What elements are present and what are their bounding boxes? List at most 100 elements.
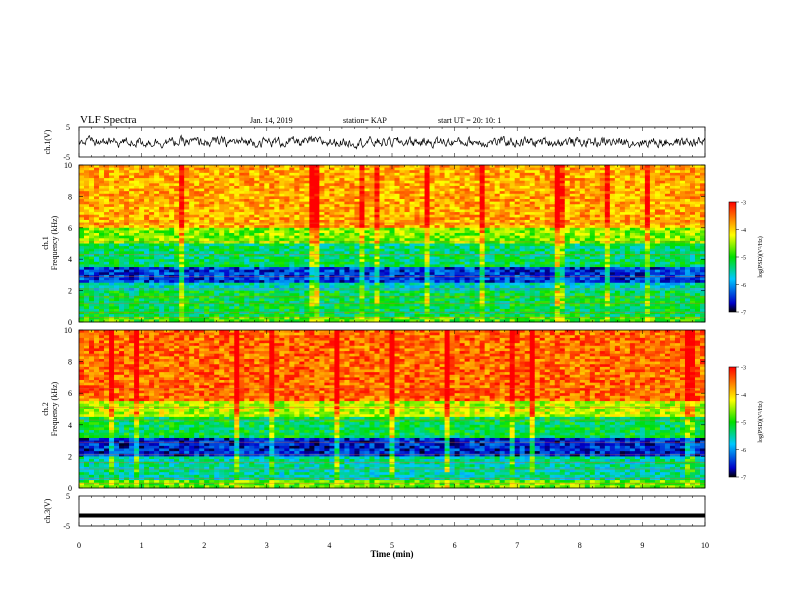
spectrogram-cell: [344, 196, 350, 200]
spectrogram-cell: [224, 303, 230, 307]
spectrogram-cell: [294, 319, 300, 323]
spectrogram-cell: [379, 290, 385, 294]
spectrogram-cell: [329, 259, 335, 263]
spectrogram-cell: [94, 238, 100, 242]
spectrogram-cell: [114, 235, 120, 239]
spectrogram-cell: [424, 256, 430, 260]
spectrogram-cell: [204, 225, 210, 229]
spectrogram-cell: [449, 193, 455, 197]
spectrogram-cell: [234, 230, 240, 234]
spectrogram-cell: [414, 212, 420, 216]
spectrogram-cell: [184, 287, 190, 291]
spectrogram-cell: [174, 267, 180, 271]
spectrogram-cell: [474, 251, 481, 255]
spectrogram-cell: [104, 277, 110, 281]
spectrogram-cell: [304, 251, 310, 255]
spectrogram-cell: [429, 248, 435, 252]
spectrogram-cell: [204, 209, 210, 213]
spectrogram-cell: [149, 248, 155, 252]
spectrogram-cell: [259, 185, 265, 189]
spectrogram-cell: [479, 259, 486, 263]
spectrogram-cell: [464, 222, 471, 226]
spectrogram-cell: [439, 217, 445, 221]
spectrogram-cell: [434, 217, 440, 221]
spectrogram-cell: [254, 188, 260, 192]
spectrogram-cell: [274, 277, 280, 281]
spectrogram-cell: [299, 196, 305, 200]
spectrogram-cell: [94, 306, 100, 310]
spectrogram-cell: [479, 293, 486, 297]
spectrogram-cell: [284, 196, 290, 200]
spectrogram-cell: [424, 264, 430, 268]
spectrogram-cell: [224, 253, 230, 257]
spectrogram-cell: [169, 238, 175, 242]
spectrogram-cell: [94, 170, 100, 174]
spectrogram-cell: [334, 280, 340, 284]
spectrogram-cell: [99, 196, 105, 200]
spectrogram-cell: [349, 227, 355, 231]
spectrogram-cell: [359, 214, 365, 218]
spectrogram-cell: [204, 243, 210, 247]
spectrogram-cell: [384, 191, 390, 195]
spectrogram-cell: [329, 301, 335, 305]
spectrogram-cell: [449, 196, 455, 200]
spectrogram-cell: [474, 191, 481, 195]
spectrogram-cell: [474, 193, 481, 197]
spectrogram-cell: [414, 188, 420, 192]
spectrogram-cell: [299, 316, 305, 320]
spectrogram-cell: [484, 165, 491, 169]
spectrogram-cell: [234, 209, 240, 213]
spectrogram-cell: [124, 259, 130, 263]
spectrogram-cell: [234, 316, 240, 320]
spectrogram-cell: [134, 282, 140, 286]
spectrogram-cell: [189, 253, 195, 257]
spectrogram-cell: [329, 199, 335, 203]
spectrogram-cell: [369, 175, 375, 179]
spectrogram-cell: [234, 201, 240, 205]
spectrogram-cell: [269, 295, 275, 299]
spectrogram-cell: [279, 311, 285, 315]
spectrogram-cell: [134, 295, 140, 299]
spectrogram-cell: [224, 172, 230, 176]
spectrogram-cell: [199, 178, 205, 182]
spectrogram-cell: [199, 212, 205, 216]
spectrogram-cell: [119, 256, 125, 260]
spectrogram-cell: [309, 316, 315, 320]
spectrogram-cell: [369, 235, 375, 239]
spectrogram-cell: [94, 165, 100, 169]
spectrogram-cell: [469, 227, 476, 231]
spectrogram-cell: [119, 201, 125, 205]
spectrogram-cell: [359, 261, 365, 265]
spectrogram-cell: [484, 201, 491, 205]
spectrogram-cell: [189, 282, 195, 286]
spectrogram-cell: [414, 225, 420, 229]
spectrogram-cell: [154, 280, 160, 284]
spectrogram-cell: [334, 204, 340, 208]
spectrogram-cell: [259, 235, 265, 239]
spectrogram-cell: [419, 293, 425, 297]
spectrogram-cell: [404, 280, 410, 284]
spectrogram-cell: [109, 295, 115, 299]
spectrogram-cell: [209, 212, 215, 216]
spectrogram-cell: [99, 311, 105, 315]
spectrogram-cell: [344, 280, 350, 284]
spectrogram-cell: [89, 267, 95, 271]
spectrogram-cell: [434, 238, 440, 242]
spectrogram-cell: [314, 316, 320, 320]
spectrogram-cell: [119, 225, 125, 229]
spectrogram-cell: [229, 199, 235, 203]
spectrogram-cell: [274, 261, 280, 265]
spectrogram-cell: [299, 240, 305, 244]
spectrogram-cell: [144, 272, 150, 276]
spectrogram-cell: [414, 180, 420, 184]
spectrogram-cell: [274, 219, 280, 223]
spectrogram-cell: [184, 303, 190, 307]
spectrogram-cell: [244, 290, 250, 294]
spectrogram-cell: [254, 285, 260, 289]
spectrogram-cell: [324, 225, 330, 229]
spectrogram-cell: [384, 233, 390, 237]
spectrogram-cell: [454, 196, 461, 200]
spectrogram-cell: [364, 251, 370, 255]
spectrogram-cell: [124, 201, 130, 205]
spectrogram-cell: [319, 253, 325, 257]
